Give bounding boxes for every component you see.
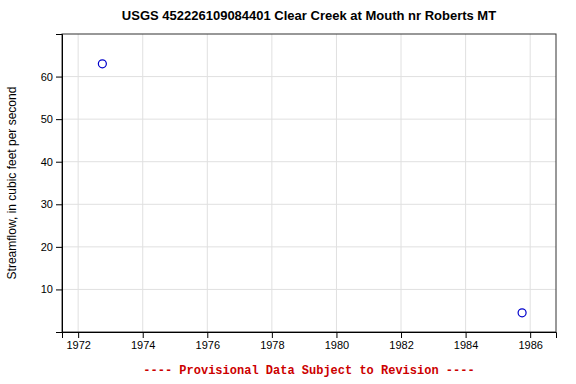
- plot: 1972 1974 1976 1978 1980 1982 1984 1986 10 20 30 40…: [41, 34, 557, 351]
- grid-line: [207, 34, 208, 332]
- point: [98, 60, 106, 68]
- tick-label: 1978: [260, 339, 284, 351]
- grid-line: [336, 34, 337, 332]
- grid-line: [401, 34, 402, 332]
- tick-mark: [401, 332, 402, 338]
- grid: [62, 34, 556, 332]
- tick-label: 40: [41, 156, 53, 168]
- tick-mark: [56, 162, 62, 163]
- grid-line: [62, 246, 556, 247]
- y-axis-title: Streamflow, in cubic feet per second: [5, 87, 19, 280]
- grid-line: [465, 34, 466, 332]
- grid-line: [271, 34, 272, 332]
- tick: 60: [41, 71, 62, 83]
- tick: 1982: [389, 332, 413, 351]
- grid-line: [62, 119, 556, 120]
- tick-label: 60: [41, 71, 53, 83]
- grid-line: [530, 34, 531, 332]
- axis-line: [63, 333, 557, 339]
- tick-mark: [530, 332, 531, 338]
- tick: 20: [41, 241, 62, 253]
- tick: 1978: [260, 332, 284, 351]
- tick-label: 1972: [66, 339, 90, 351]
- tick: 10: [41, 283, 62, 295]
- points: [98, 60, 526, 317]
- tick: 1972: [66, 332, 90, 351]
- tick-mark: [466, 332, 467, 338]
- tick: 1980: [325, 332, 349, 351]
- grid-line: [62, 289, 556, 290]
- y-axis: 10 20 30 40 50 60: [41, 35, 63, 333]
- axis-line: [56, 35, 63, 333]
- tick-mark: [56, 247, 62, 248]
- point: [518, 309, 526, 317]
- grid-line: [78, 34, 79, 332]
- tick-label: 50: [41, 113, 53, 125]
- tick: 50: [41, 113, 62, 125]
- tick-mark: [56, 119, 62, 120]
- tick: 30: [41, 198, 62, 210]
- tick-label: 1986: [518, 339, 542, 351]
- chart: 1972 1974 1976 1978 1980 1982 1984 1986 10 20 30 40…: [0, 0, 576, 384]
- tick-mark: [56, 289, 62, 290]
- annotation: ---- Provisional Data Subject to Revisio…: [143, 364, 474, 378]
- grid-line: [62, 161, 556, 162]
- x-axis: 1972 1974 1976 1978 1980 1982 1984 1986: [63, 332, 557, 351]
- tick: 1974: [131, 332, 155, 351]
- grid-line: [62, 204, 556, 205]
- tick-label: 1974: [131, 339, 155, 351]
- tick-label: 1980: [325, 339, 349, 351]
- tick-mark: [143, 332, 144, 338]
- tick-label: 1984: [454, 339, 478, 351]
- tick-mark: [56, 204, 62, 205]
- tick: 1976: [196, 332, 220, 351]
- tick-mark: [56, 77, 62, 78]
- tick-label: 30: [41, 198, 53, 210]
- tick-mark: [207, 332, 208, 338]
- plot-frame: [62, 34, 556, 332]
- tick-mark: [272, 332, 273, 338]
- tick-label: 20: [41, 241, 53, 253]
- tick-label: 1982: [389, 339, 413, 351]
- tick-mark: [336, 332, 337, 338]
- tick: 1984: [454, 332, 478, 351]
- tick: 40: [41, 156, 62, 168]
- grid-line: [142, 34, 143, 332]
- grid-line: [62, 76, 556, 77]
- tick: 1986: [518, 332, 542, 351]
- tick-mark: [78, 332, 79, 338]
- tick-label: 1976: [196, 339, 220, 351]
- tick-label: 10: [41, 283, 53, 295]
- title: USGS 452226109084401 Clear Creek at Mout…: [122, 8, 496, 23]
